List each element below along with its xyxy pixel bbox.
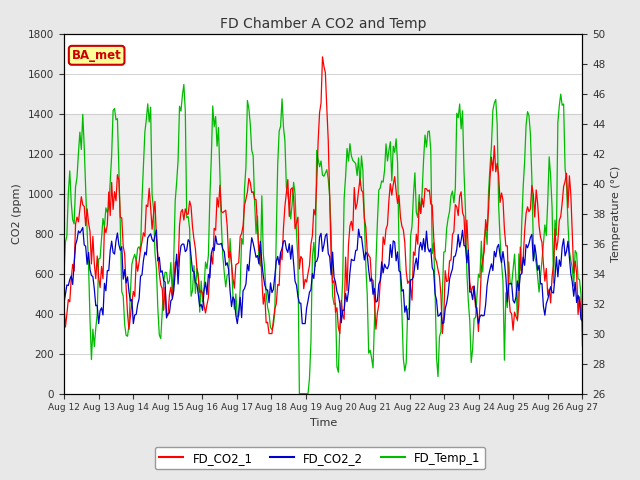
Bar (64, 114, 582, 234)
Legend: FD_CO2_1, FD_CO2_2, FD_Temp_1: FD_CO2_1, FD_CO2_2, FD_Temp_1 (155, 447, 485, 469)
Text: BA_met: BA_met (72, 49, 122, 62)
X-axis label: Time: Time (310, 418, 337, 428)
Y-axis label: CO2 (ppm): CO2 (ppm) (12, 183, 22, 244)
Title: FD Chamber A CO2 and Temp: FD Chamber A CO2 and Temp (220, 17, 426, 31)
Y-axis label: Temperature (°C): Temperature (°C) (611, 166, 621, 262)
